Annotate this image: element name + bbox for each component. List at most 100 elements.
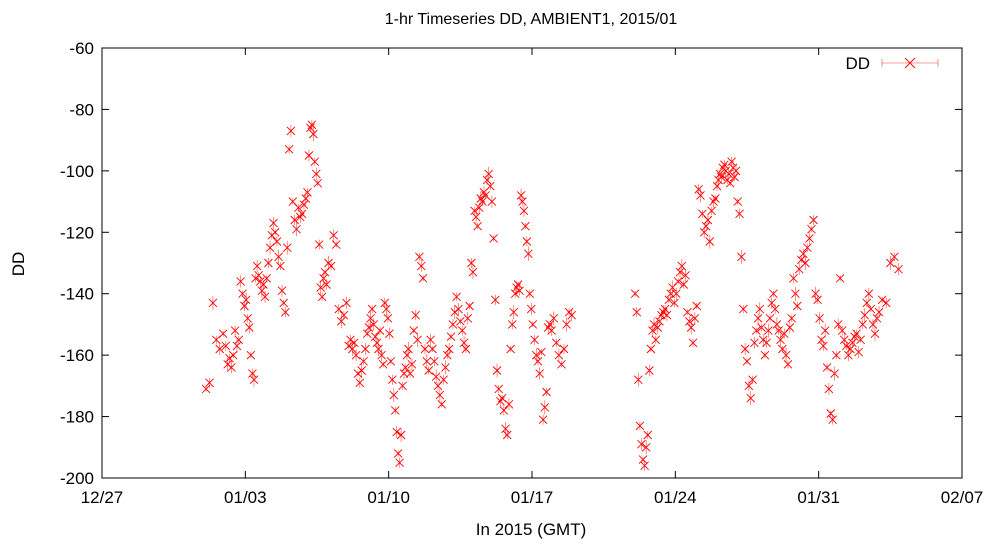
- data-point: [359, 356, 368, 366]
- point-marker: [416, 261, 426, 271]
- point-marker: [516, 191, 526, 200]
- point-marker: [699, 227, 709, 237]
- point-marker: [690, 313, 700, 323]
- point-marker: [630, 289, 640, 299]
- x-tick-label: 02/07: [941, 488, 984, 507]
- point-marker: [249, 375, 259, 385]
- data-point: [240, 301, 249, 311]
- data-point: [504, 398, 514, 411]
- point-marker: [265, 243, 275, 252]
- data-point: [307, 119, 317, 130]
- point-marker: [789, 274, 798, 283]
- data-point: [551, 338, 561, 348]
- data-point: [444, 343, 454, 355]
- data-point: [751, 326, 761, 335]
- point-marker: [272, 237, 282, 246]
- y-tick-label: -200: [60, 469, 94, 488]
- data-point: [767, 296, 777, 309]
- data-point: [542, 387, 551, 397]
- point-marker: [533, 356, 543, 366]
- point-marker: [525, 289, 535, 299]
- point-marker: [774, 326, 783, 335]
- point-marker: [236, 277, 245, 286]
- data-point: [540, 400, 550, 415]
- point-marker: [542, 387, 551, 397]
- point-marker: [240, 301, 249, 311]
- point-marker: [279, 298, 289, 308]
- data-point: [274, 249, 283, 264]
- data-point: [484, 166, 494, 181]
- data-point: [648, 325, 657, 336]
- data-point: [860, 308, 870, 323]
- point-marker: [228, 350, 238, 360]
- point-marker: [244, 323, 254, 332]
- data-point: [490, 294, 500, 305]
- data-point: [342, 296, 351, 309]
- data-point: [331, 240, 341, 249]
- point-marker: [673, 277, 683, 286]
- point-marker: [284, 145, 294, 154]
- point-marker: [439, 375, 448, 385]
- data-point: [634, 372, 643, 387]
- data-point: [225, 353, 234, 363]
- point-marker: [881, 298, 891, 308]
- point-marker: [717, 172, 726, 182]
- point-marker: [811, 289, 820, 299]
- data-point: [530, 334, 539, 345]
- point-marker: [868, 320, 878, 329]
- data-point: [355, 377, 365, 388]
- point-marker: [388, 375, 397, 385]
- data-point: [230, 325, 240, 336]
- data-point: [448, 319, 458, 330]
- data-point: [846, 344, 855, 354]
- data-point: [411, 310, 420, 321]
- point-marker: [781, 350, 791, 360]
- data-point: [750, 336, 759, 349]
- point-marker: [670, 298, 679, 308]
- point-marker: [367, 304, 377, 314]
- data-point: [807, 224, 816, 234]
- point-marker: [757, 323, 766, 332]
- point-marker: [457, 326, 467, 335]
- point-marker: [380, 298, 390, 308]
- data-point: [705, 234, 715, 249]
- point-marker: [307, 120, 317, 130]
- point-marker: [446, 332, 456, 342]
- x-tick-labels: 12/27 01/03 01/10 01/17 01/24 01/31 02/07: [81, 488, 984, 507]
- data-point: [392, 425, 402, 438]
- data-point: [275, 261, 285, 271]
- data-point: [463, 312, 473, 325]
- data-point: [402, 350, 412, 361]
- point-marker: [890, 252, 899, 262]
- point-marker: [515, 286, 524, 295]
- data-point: [208, 295, 218, 310]
- data-point: [454, 303, 463, 316]
- data-point: [528, 320, 538, 329]
- point-marker: [796, 255, 806, 265]
- data-point: [805, 232, 814, 245]
- data-point: [886, 256, 895, 270]
- point-marker: [399, 369, 409, 378]
- point-marker: [518, 197, 527, 206]
- data-point: [260, 290, 270, 303]
- point-marker: [487, 197, 497, 206]
- point-marker: [431, 372, 441, 381]
- point-marker: [465, 301, 474, 311]
- data-point: [369, 318, 379, 331]
- point-marker: [269, 218, 278, 228]
- point-marker: [701, 221, 711, 231]
- data-point: [248, 368, 257, 379]
- point-marker: [334, 304, 344, 314]
- point-marker: [476, 194, 486, 203]
- point-marker: [677, 261, 687, 271]
- data-point: [416, 260, 426, 273]
- point-marker: [846, 344, 855, 354]
- data-point: [281, 307, 290, 318]
- data-point: [439, 374, 448, 385]
- data-series-dd: [201, 119, 903, 471]
- point-marker: [473, 221, 482, 231]
- point-marker: [415, 252, 424, 262]
- point-marker: [866, 304, 876, 314]
- point-marker: [277, 286, 287, 295]
- point-marker: [260, 292, 270, 302]
